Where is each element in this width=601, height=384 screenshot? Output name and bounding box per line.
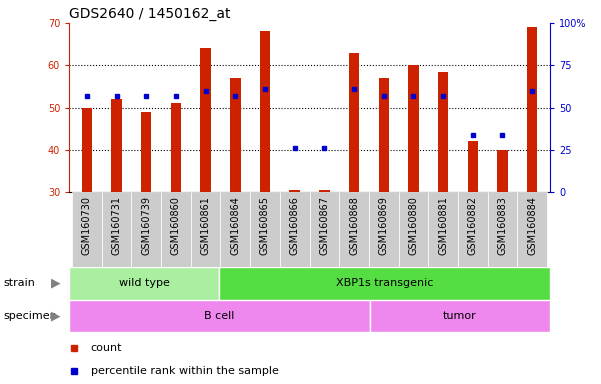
Text: count: count bbox=[91, 343, 122, 353]
Bar bbox=[517, 192, 547, 267]
Bar bbox=[250, 192, 280, 267]
Bar bbox=[370, 300, 550, 332]
Bar bbox=[458, 192, 487, 267]
Bar bbox=[290, 190, 300, 192]
Text: B cell: B cell bbox=[204, 311, 234, 321]
Text: strain: strain bbox=[3, 278, 35, 288]
Bar bbox=[102, 192, 132, 267]
Bar bbox=[379, 78, 389, 192]
Bar bbox=[260, 31, 270, 192]
Text: GDS2640 / 1450162_at: GDS2640 / 1450162_at bbox=[69, 7, 231, 21]
Bar bbox=[398, 192, 429, 267]
Text: GSM160882: GSM160882 bbox=[468, 196, 478, 255]
Text: GSM160864: GSM160864 bbox=[230, 196, 240, 255]
Bar bbox=[339, 192, 369, 267]
Bar bbox=[69, 267, 219, 300]
Text: GSM160866: GSM160866 bbox=[290, 196, 300, 255]
Bar bbox=[369, 192, 398, 267]
Text: GSM160869: GSM160869 bbox=[379, 196, 389, 255]
Text: GSM160867: GSM160867 bbox=[319, 196, 329, 255]
Bar bbox=[132, 192, 161, 267]
Text: GSM160868: GSM160868 bbox=[349, 196, 359, 255]
Bar bbox=[468, 141, 478, 192]
Text: GSM160880: GSM160880 bbox=[409, 196, 418, 255]
Bar bbox=[221, 192, 250, 267]
Text: tumor: tumor bbox=[443, 311, 477, 321]
Bar bbox=[219, 267, 550, 300]
Bar bbox=[310, 192, 339, 267]
Text: GSM160884: GSM160884 bbox=[527, 196, 537, 255]
Text: GSM160730: GSM160730 bbox=[82, 196, 92, 255]
Text: ▶: ▶ bbox=[51, 310, 61, 322]
Bar bbox=[349, 53, 359, 192]
Bar bbox=[319, 190, 329, 192]
Bar bbox=[191, 192, 221, 267]
Text: GSM160861: GSM160861 bbox=[201, 196, 210, 255]
Bar bbox=[201, 48, 211, 192]
Text: XBP1s transgenic: XBP1s transgenic bbox=[336, 278, 433, 288]
Bar bbox=[527, 27, 537, 192]
Text: GSM160739: GSM160739 bbox=[141, 196, 151, 255]
Text: wild type: wild type bbox=[119, 278, 169, 288]
Bar bbox=[429, 192, 458, 267]
Bar bbox=[82, 108, 92, 192]
Bar bbox=[111, 99, 122, 192]
Text: ▶: ▶ bbox=[51, 277, 61, 290]
Bar bbox=[72, 192, 102, 267]
Bar bbox=[230, 78, 240, 192]
Bar bbox=[280, 192, 310, 267]
Bar bbox=[497, 150, 508, 192]
Bar bbox=[171, 103, 181, 192]
Text: GSM160883: GSM160883 bbox=[498, 196, 507, 255]
Bar bbox=[438, 71, 448, 192]
Text: specimen: specimen bbox=[3, 311, 56, 321]
Bar bbox=[69, 300, 370, 332]
Bar bbox=[408, 65, 418, 192]
Text: GSM160860: GSM160860 bbox=[171, 196, 181, 255]
Text: GSM160865: GSM160865 bbox=[260, 196, 270, 255]
Bar bbox=[487, 192, 517, 267]
Bar bbox=[141, 112, 151, 192]
Text: GSM160881: GSM160881 bbox=[438, 196, 448, 255]
Text: GSM160731: GSM160731 bbox=[112, 196, 121, 255]
Text: percentile rank within the sample: percentile rank within the sample bbox=[91, 366, 279, 376]
Bar bbox=[161, 192, 191, 267]
